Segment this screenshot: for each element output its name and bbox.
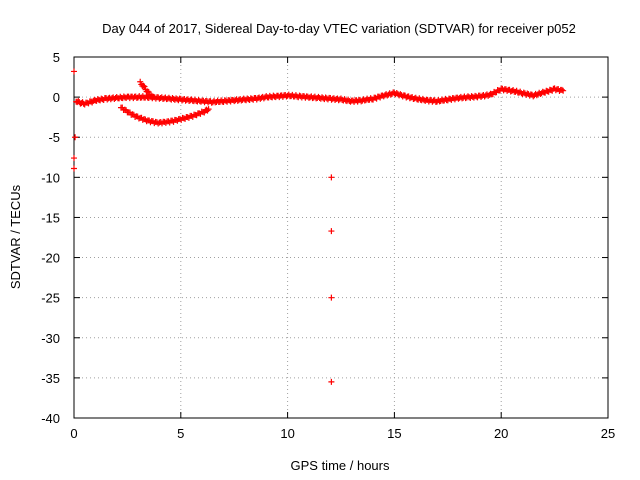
outlier-point bbox=[71, 155, 77, 162]
y-tick-label: -35 bbox=[41, 371, 60, 386]
y-tick-label: 5 bbox=[53, 50, 60, 65]
upper-branch-point bbox=[137, 78, 144, 85]
outlier-point bbox=[71, 68, 77, 75]
plot-frame bbox=[73, 56, 609, 419]
upper-branch-point bbox=[141, 83, 148, 90]
upper-branch-point bbox=[145, 89, 152, 96]
outlier-point bbox=[328, 174, 335, 181]
upper-branch-point bbox=[144, 88, 151, 95]
main-band-point bbox=[560, 87, 567, 94]
x-tick-label: 20 bbox=[494, 426, 508, 441]
lower-arc-point bbox=[205, 106, 212, 113]
outlier-point bbox=[328, 378, 335, 385]
grid bbox=[74, 57, 608, 418]
upper-branch-point bbox=[140, 82, 147, 89]
y-tick-label: -5 bbox=[48, 130, 60, 145]
outlier-point bbox=[72, 134, 79, 141]
x-axis: 0 5 10 15 20 25 bbox=[70, 57, 615, 441]
y-tick-label: -20 bbox=[41, 251, 60, 266]
y-axis: 5 0 -5 -10 -15 -20 -25 -30 -35 -40 bbox=[41, 50, 608, 426]
data-points bbox=[71, 68, 567, 385]
outlier-point bbox=[328, 228, 335, 235]
x-tick-label: 5 bbox=[177, 426, 184, 441]
upper-branch-point bbox=[148, 92, 155, 99]
outlier-point bbox=[71, 165, 77, 172]
y-tick-label: -25 bbox=[41, 291, 60, 306]
main-band-point bbox=[558, 86, 565, 93]
x-axis-label: GPS time / hours bbox=[291, 458, 390, 473]
y-tick-label: -30 bbox=[41, 331, 60, 346]
x-tick-label: 10 bbox=[280, 426, 294, 441]
x-tick-label: 25 bbox=[601, 426, 615, 441]
y-tick-label: -40 bbox=[41, 411, 60, 426]
outlier-point bbox=[328, 294, 335, 301]
y-tick-label: -15 bbox=[41, 210, 60, 225]
y-tick-label: 0 bbox=[53, 90, 60, 105]
x-tick-label: 15 bbox=[387, 426, 401, 441]
chart-title: Day 044 of 2017, Sidereal Day-to-day VTE… bbox=[102, 21, 576, 36]
upper-branch-point bbox=[150, 94, 157, 101]
y-axis-label: SDTVAR / TECUs bbox=[8, 184, 23, 289]
x-tick-label: 0 bbox=[70, 426, 77, 441]
y-tick-label: -10 bbox=[41, 170, 60, 185]
